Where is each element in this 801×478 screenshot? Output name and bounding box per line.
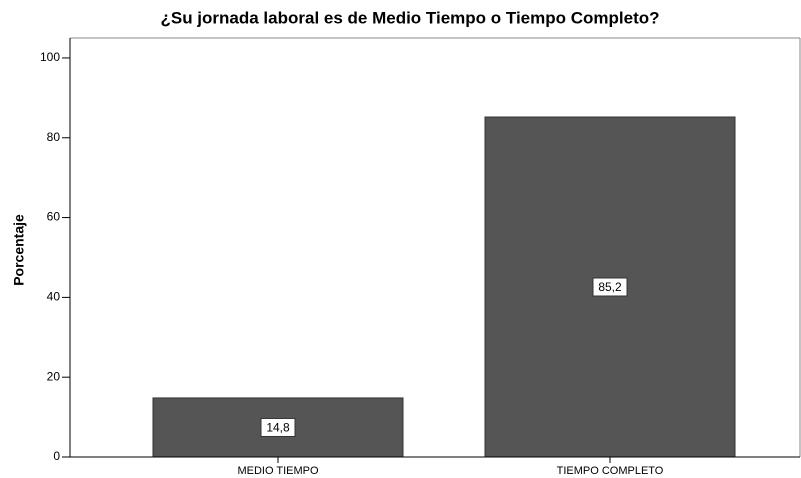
y-tick-label: 20 xyxy=(47,369,61,383)
y-tick-label: 100 xyxy=(40,50,60,64)
y-tick-label: 80 xyxy=(47,130,61,144)
value-label: 85,2 xyxy=(598,280,622,294)
value-label: 14,8 xyxy=(266,421,290,435)
x-tick-label: TIEMPO COMPLETO xyxy=(557,465,664,477)
y-tick-label: 0 xyxy=(53,449,60,463)
y-tick-label: 60 xyxy=(47,210,61,224)
value-label-box xyxy=(260,417,296,437)
y-axis-label: Porcentaje xyxy=(11,214,27,286)
value-label-box xyxy=(592,277,628,297)
chart-title: ¿Su jornada laboral es de Medio Tiempo o… xyxy=(160,8,659,27)
x-tick-label: MEDIO TIEMPO xyxy=(237,465,319,477)
y-tick-label: 40 xyxy=(47,290,61,304)
